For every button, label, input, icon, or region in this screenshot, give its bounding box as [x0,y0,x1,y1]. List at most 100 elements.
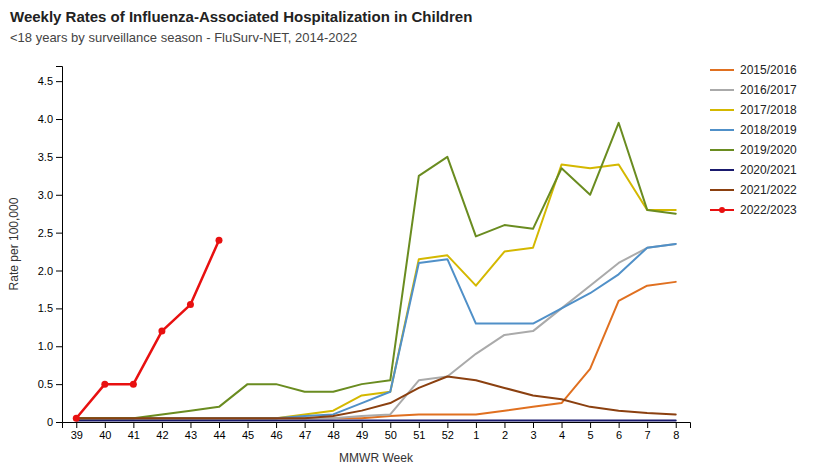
y-tick-label: 1.0 [38,340,53,352]
y-tick: 4.0 [38,113,62,125]
x-tick: 6 [616,422,622,441]
x-tick-mark [590,422,591,428]
marker [187,301,194,308]
x-tick-label: 46 [270,429,282,441]
series-line [76,244,675,418]
x-tick-label: 51 [413,429,425,441]
y-tick: 1.5 [38,302,62,314]
x-tick-label: 1 [473,429,479,441]
x-tick-mark [305,422,306,428]
y-tick-mark [56,384,62,385]
legend-label: 2016/2017 [740,83,797,97]
y-tick: 2.5 [38,227,62,239]
y-tick: 0.5 [38,378,62,390]
x-tick-label: 42 [156,429,168,441]
legend-label: 2015/2016 [740,63,797,77]
marker [216,237,223,244]
y-tick-label: 0.5 [38,378,53,390]
x-axis-line [63,423,691,429]
y-tick-label: 2.0 [38,265,53,277]
y-tick-mark [56,346,62,347]
legend-label: 2017/2018 [740,103,797,117]
x-tick-label: 43 [185,429,197,441]
x-tick-mark [419,422,420,428]
y-tick-mark [56,157,62,158]
x-tick-label: 6 [616,429,622,441]
x-tick-label: 47 [299,429,311,441]
legend-label: 2021/2022 [740,183,797,197]
y-tick-mark [56,119,62,120]
y-tick-mark [56,422,62,423]
x-tick: 4 [559,422,565,441]
series-markers [73,237,223,422]
x-tick-label: 7 [645,429,651,441]
legend-swatch [710,189,734,191]
x-tick-mark [362,422,363,428]
y-tick: 1.0 [38,340,62,352]
series-line [76,123,675,418]
x-tick: 3 [530,422,536,441]
x-tick-mark [676,422,677,428]
y-axis: 00.51.01.52.02.53.03.54.04.5 [38,67,63,429]
x-tick: 47 [299,422,311,441]
x-tick-mark [619,422,620,428]
legend-item: 2017/2018 [710,103,797,117]
y-tick-mark [56,308,62,309]
x-axis: 394041424344454647484950515212345678 [63,422,691,441]
marker [101,381,108,388]
x-tick: 40 [99,422,111,441]
legend-swatch [710,129,734,131]
legend-label: 2020/2021 [740,163,797,177]
series-line [76,377,675,419]
x-tick-label: 4 [559,429,565,441]
x-tick-mark [248,422,249,428]
chart: Weekly Rates of Influenza-Associated Hos… [0,0,830,472]
x-tick: 43 [185,422,197,441]
legend-item: 2019/2020 [710,143,797,157]
x-tick: 49 [356,422,368,441]
x-tick: 44 [213,422,225,441]
x-tick: 46 [270,422,282,441]
series-line [76,164,675,418]
x-tick-mark [533,422,534,428]
x-tick-mark [333,422,334,428]
y-axis-line [56,67,63,423]
y-tick-mark [56,195,62,196]
x-tick: 39 [71,422,83,441]
y-tick-label: 3.0 [38,189,53,201]
x-tick-mark [133,422,134,428]
x-axis-title: MMWR Week [339,451,414,465]
x-tick-mark [162,422,163,428]
x-tick-label: 39 [71,429,83,441]
x-tick-label: 3 [530,429,536,441]
x-tick-mark [190,422,191,428]
x-tick-label: 41 [128,429,140,441]
y-tick-mark [56,81,62,82]
marks [73,123,676,422]
x-tick-label: 50 [385,429,397,441]
y-tick-label: 4.0 [38,113,53,125]
legend-swatch [710,149,734,151]
plot: 39404142434445464748495051521234567800.5… [7,67,691,466]
x-tick-mark [76,422,77,428]
x-tick-label: 48 [328,429,340,441]
legend-label: 2019/2020 [740,143,797,157]
legend-label: 2018/2019 [740,123,797,137]
x-tick: 1 [473,422,479,441]
y-tick: 3.0 [38,189,62,201]
x-tick-mark [447,422,448,428]
x-tick-label: 8 [673,429,679,441]
x-tick-label: 40 [99,429,111,441]
x-tick-mark [476,422,477,428]
legend-item: 2016/2017 [710,83,797,97]
x-tick: 41 [128,422,140,441]
x-tick: 48 [328,422,340,441]
legend-swatch [710,109,734,111]
y-tick-label: 0 [47,416,53,428]
x-tick-mark [219,422,220,428]
x-tick: 52 [442,422,454,441]
legend-label: 2022/2023 [740,203,797,217]
x-tick: 51 [413,422,425,441]
marker [158,328,165,335]
x-tick-mark [647,422,648,428]
